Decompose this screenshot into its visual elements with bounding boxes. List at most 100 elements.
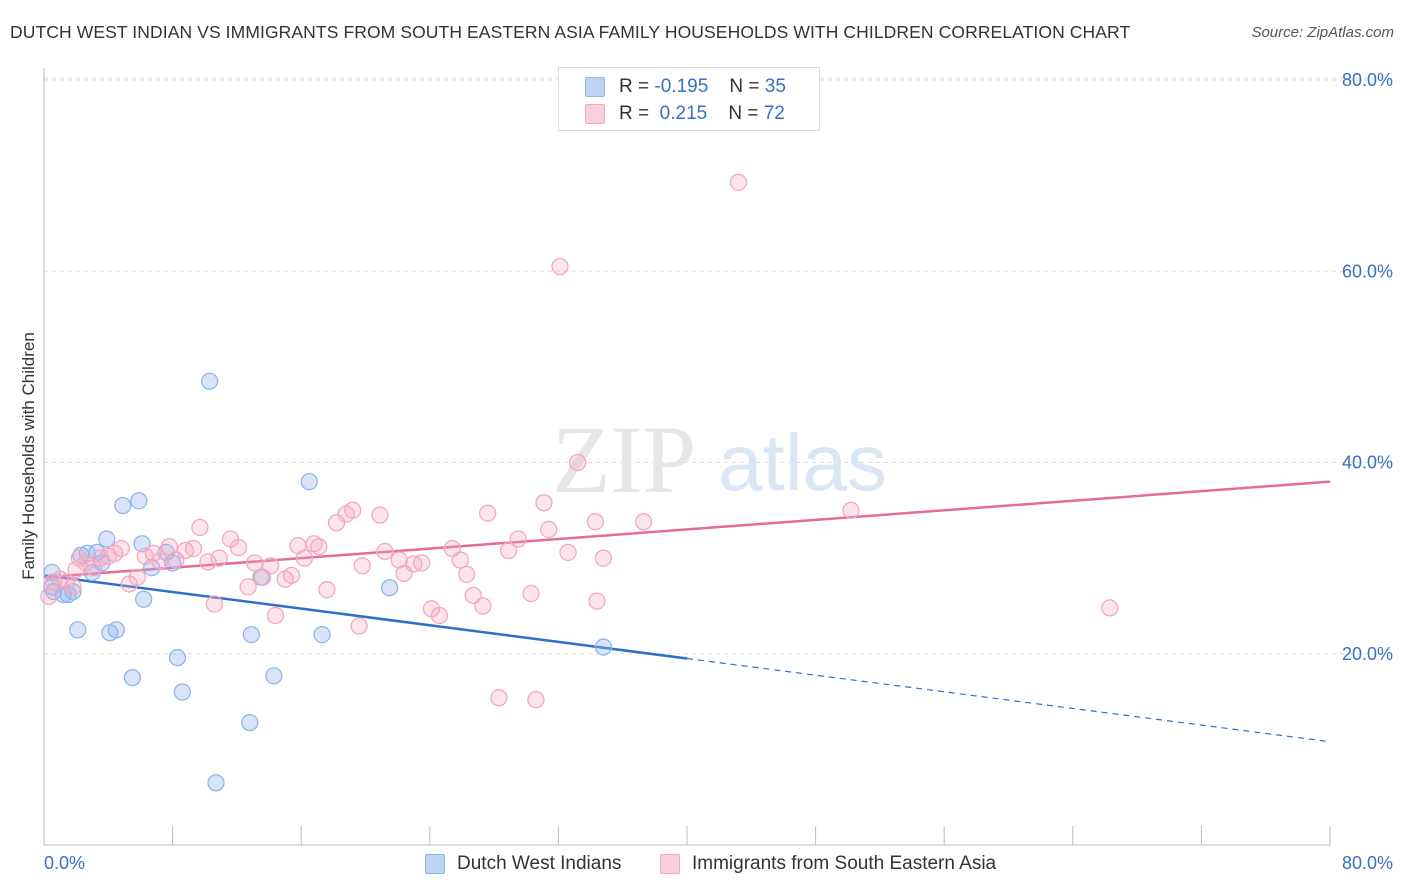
point-immigrants-se-asia: [318, 581, 336, 599]
point-dutch-west-indians: [69, 621, 87, 639]
point-immigrants-se-asia: [210, 549, 228, 567]
n-value: 35: [764, 76, 786, 97]
point-immigrants-se-asia: [184, 539, 203, 558]
point-dutch-west-indians: [594, 638, 613, 656]
point-immigrants-se-asia: [239, 578, 257, 596]
point-dutch-west-indians: [313, 625, 331, 644]
point-immigrants-se-asia: [551, 257, 569, 276]
point-immigrants-se-asia: [199, 553, 217, 571]
point-immigrants-se-asia: [535, 494, 553, 512]
watermark-atlas: atlas: [718, 418, 887, 507]
point-immigrants-se-asia: [586, 513, 605, 531]
n-label: N =: [729, 76, 760, 97]
point-immigrants-se-asia: [85, 559, 103, 577]
point-dutch-west-indians: [200, 372, 219, 390]
y-tick-labels: 20.0% 40.0% 60.0% 80.0%: [1342, 70, 1393, 664]
point-immigrants-se-asia: [509, 530, 527, 548]
point-immigrants-se-asia: [430, 606, 449, 625]
point-dutch-west-indians: [265, 667, 283, 685]
point-dutch-west-indians: [114, 496, 132, 515]
data-points: [40, 173, 1119, 792]
point-immigrants-se-asia: [353, 557, 371, 575]
stats-text: R = -0.195 N = 35: [619, 76, 786, 98]
trend-line-immigrants-se-asia: [43, 480, 1331, 579]
point-immigrants-se-asia: [474, 597, 492, 615]
point-immigrants-se-asia: [245, 554, 264, 572]
r-value: 0.215: [659, 103, 708, 124]
point-immigrants-se-asia: [458, 565, 476, 584]
gridlines: [44, 77, 1393, 655]
legend-swatch-blue: [425, 854, 445, 874]
legend-swatch-blue: [585, 77, 605, 97]
watermark: ZIP atlas: [552, 406, 887, 513]
point-immigrants-se-asia: [1101, 599, 1119, 617]
point-immigrants-se-asia: [559, 543, 577, 562]
n-value: 72: [763, 103, 785, 124]
point-immigrants-se-asia: [499, 541, 518, 560]
chart-title: DUTCH WEST INDIAN VS IMMIGRANTS FROM SOU…: [10, 22, 1131, 42]
chart-source: Source: ZipAtlas.com: [1251, 24, 1394, 41]
point-dutch-west-indians: [207, 774, 225, 792]
point-immigrants-se-asia: [350, 617, 368, 635]
x-tick-label-max: 80.0%: [1342, 853, 1393, 873]
point-dutch-west-indians: [130, 492, 148, 510]
point-immigrants-se-asia: [266, 606, 285, 625]
point-immigrants-se-asia: [527, 691, 545, 709]
legend-swatch-pink: [660, 854, 680, 874]
point-immigrants-se-asia: [112, 539, 130, 558]
legend-swatch-pink: [585, 104, 605, 124]
y-tick-label: 60.0%: [1342, 261, 1393, 281]
point-immigrants-se-asia: [594, 549, 613, 567]
point-dutch-west-indians: [173, 683, 191, 701]
point-immigrants-se-asia: [376, 542, 394, 561]
r-label: R =: [619, 76, 650, 97]
watermark-zip: ZIP: [552, 406, 696, 513]
n-label: N =: [728, 103, 759, 124]
point-immigrants-se-asia: [451, 551, 469, 569]
trend-line-dutch-west-indians: [43, 574, 688, 660]
point-immigrants-se-asia: [282, 566, 301, 584]
legend-label: Immigrants from South Eastern Asia: [692, 853, 997, 874]
y-tick-label: 20.0%: [1342, 644, 1393, 664]
r-label: R =: [619, 103, 650, 124]
point-immigrants-se-asia: [64, 578, 82, 596]
point-immigrants-se-asia: [842, 501, 860, 519]
stats-legend: R = -0.195 N = 35 R = 0.215 N = 72: [558, 67, 820, 131]
point-immigrants-se-asia: [310, 538, 328, 556]
point-dutch-west-indians: [107, 621, 125, 639]
y-axis-label: Family Households with Children: [19, 332, 38, 580]
point-immigrants-se-asia: [479, 504, 497, 522]
point-dutch-west-indians: [98, 530, 116, 548]
point-immigrants-se-asia: [588, 592, 606, 610]
point-dutch-west-indians: [168, 648, 187, 667]
point-immigrants-se-asia: [295, 549, 314, 567]
x-tick-label-min: 0.0%: [44, 853, 85, 873]
stats-text: R = 0.215 N = 72: [619, 103, 785, 125]
point-immigrants-se-asia: [413, 554, 431, 572]
r-value: -0.195: [654, 76, 709, 97]
point-dutch-west-indians: [380, 579, 399, 597]
y-tick-label: 80.0%: [1342, 70, 1393, 90]
point-dutch-west-indians: [135, 590, 153, 608]
point-dutch-west-indians: [163, 554, 182, 572]
trend-line-dutch-west-indians-projection: [686, 657, 1331, 743]
point-immigrants-se-asia: [522, 584, 540, 603]
point-immigrants-se-asia: [262, 557, 280, 575]
point-immigrants-se-asia: [305, 535, 323, 553]
point-immigrants-se-asia: [371, 506, 389, 524]
y-tick-label: 40.0%: [1342, 453, 1393, 473]
trend-lines: [43, 480, 1331, 743]
point-dutch-west-indians: [242, 625, 261, 644]
point-immigrants-se-asia: [128, 568, 146, 586]
point-dutch-west-indians: [123, 669, 142, 687]
point-dutch-west-indians: [64, 582, 82, 601]
point-immigrants-se-asia: [634, 513, 653, 531]
axes: [43, 68, 1331, 846]
point-immigrants-se-asia: [151, 552, 169, 570]
point-immigrants-se-asia: [540, 520, 558, 539]
point-immigrants-se-asia: [327, 514, 346, 532]
point-immigrants-se-asia: [729, 173, 748, 191]
point-dutch-west-indians: [300, 472, 318, 491]
point-immigrants-se-asia: [191, 518, 209, 537]
